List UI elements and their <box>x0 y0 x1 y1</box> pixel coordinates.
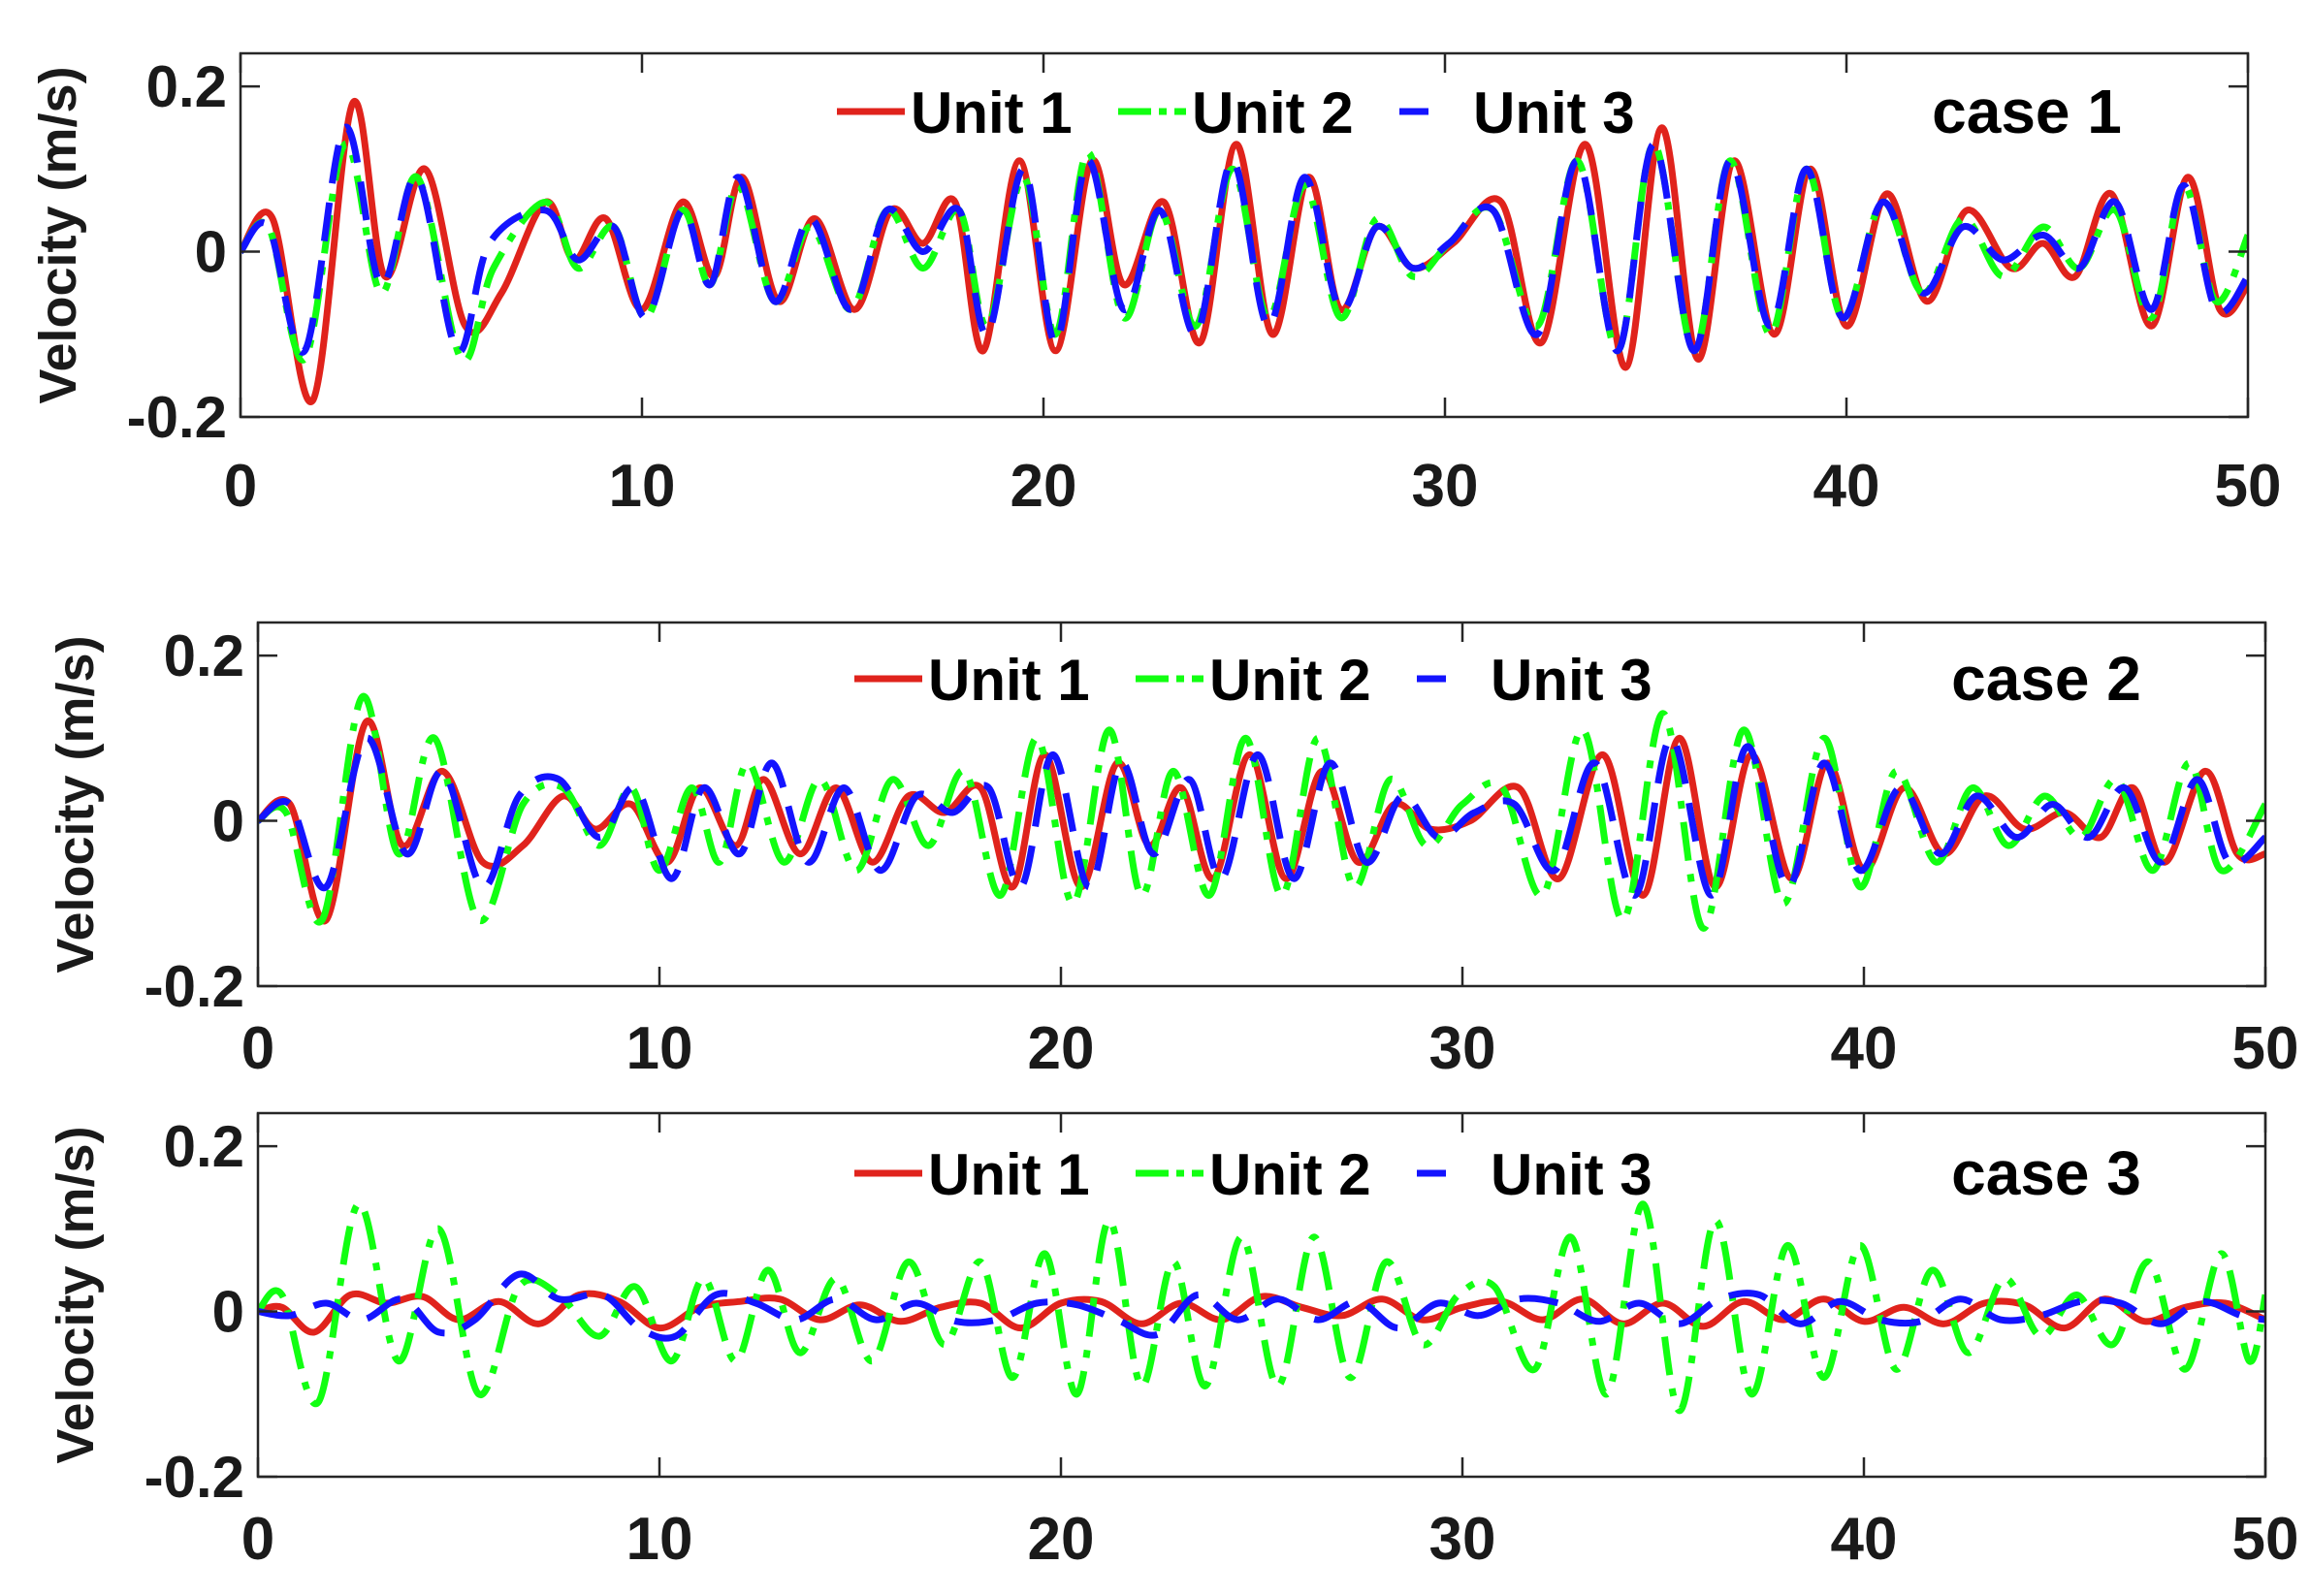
y-tick-label: -0.2 <box>144 1445 244 1510</box>
series-group <box>258 1200 2265 1415</box>
x-tick-label: 20 <box>1028 1506 1095 1573</box>
legend-label-unit-1: Unit 1 <box>928 1142 1090 1207</box>
legend-label-unit-1: Unit 1 <box>928 648 1090 713</box>
legend: Unit 1 Unit 2 Unit 3 <box>837 80 1635 145</box>
x-tick-label: 40 <box>1813 453 1880 520</box>
axes-box <box>256 1111 2267 1479</box>
x-tick-label: 0 <box>241 1506 274 1573</box>
y-axis-label: Velocity (m/s) <box>47 635 105 973</box>
panel-case-label: case 2 <box>1951 644 2141 714</box>
y-tick-label: 0 <box>212 789 244 854</box>
series-line-unit-2 <box>258 693 2265 932</box>
x-tick-label: 20 <box>1011 453 1077 520</box>
x-tick-label: 10 <box>626 1015 693 1082</box>
legend: Unit 1 Unit 2 Unit 3 <box>854 1142 1652 1207</box>
series-line-unit-3 <box>241 124 2248 356</box>
y-tick-label: -0.2 <box>127 385 227 450</box>
legend-label-unit-2: Unit 2 <box>1209 648 1371 713</box>
x-tick-label: 10 <box>609 453 676 520</box>
x-tick-label: 30 <box>1412 453 1479 520</box>
series-group <box>258 693 2265 932</box>
x-tick-label: 20 <box>1028 1015 1095 1082</box>
x-tick-label: 0 <box>224 453 257 520</box>
series-line-unit-3 <box>258 1270 2265 1342</box>
y-tick-label: -0.2 <box>144 954 244 1019</box>
legend-label-unit-1: Unit 1 <box>911 80 1073 145</box>
series-line-unit-2 <box>258 1200 2265 1415</box>
panel-case-label: case 3 <box>1951 1138 2141 1208</box>
x-tick-label: 40 <box>1831 1015 1898 1082</box>
axes-box <box>256 621 2267 988</box>
series-group <box>241 97 2248 405</box>
x-tick-label: 50 <box>2215 453 2282 520</box>
y-tick-label: 0.2 <box>146 54 227 119</box>
series-line-unit-3 <box>258 734 2265 899</box>
legend: Unit 1 Unit 2 Unit 3 <box>854 648 1652 713</box>
legend-label-unit-3: Unit 3 <box>1491 648 1652 713</box>
y-tick-label: 0 <box>195 220 227 285</box>
y-tick-label: 0 <box>212 1280 244 1345</box>
x-tick-label: 0 <box>241 1015 274 1082</box>
x-tick-label: 50 <box>2232 1015 2299 1082</box>
x-tick-label: 40 <box>1831 1506 1898 1573</box>
axes-box <box>239 51 2250 419</box>
y-axis-label: Velocity (m/s) <box>29 66 87 403</box>
legend-label-unit-3: Unit 3 <box>1473 80 1635 145</box>
legend-label-unit-2: Unit 2 <box>1192 80 1354 145</box>
x-tick-label: 10 <box>626 1506 693 1573</box>
x-tick-label: 30 <box>1429 1506 1496 1573</box>
legend-label-unit-3: Unit 3 <box>1491 1142 1652 1207</box>
y-axis-label: Velocity (m/s) <box>47 1126 105 1463</box>
y-tick-label: 0.2 <box>164 1114 244 1179</box>
legend-label-unit-2: Unit 2 <box>1209 1142 1371 1207</box>
y-tick-label: 0.2 <box>164 623 244 688</box>
x-tick-label: 30 <box>1429 1015 1496 1082</box>
x-tick-label: 50 <box>2232 1506 2299 1573</box>
series-line-unit-1 <box>258 1290 2265 1336</box>
panel-case-label: case 1 <box>1932 77 2122 146</box>
